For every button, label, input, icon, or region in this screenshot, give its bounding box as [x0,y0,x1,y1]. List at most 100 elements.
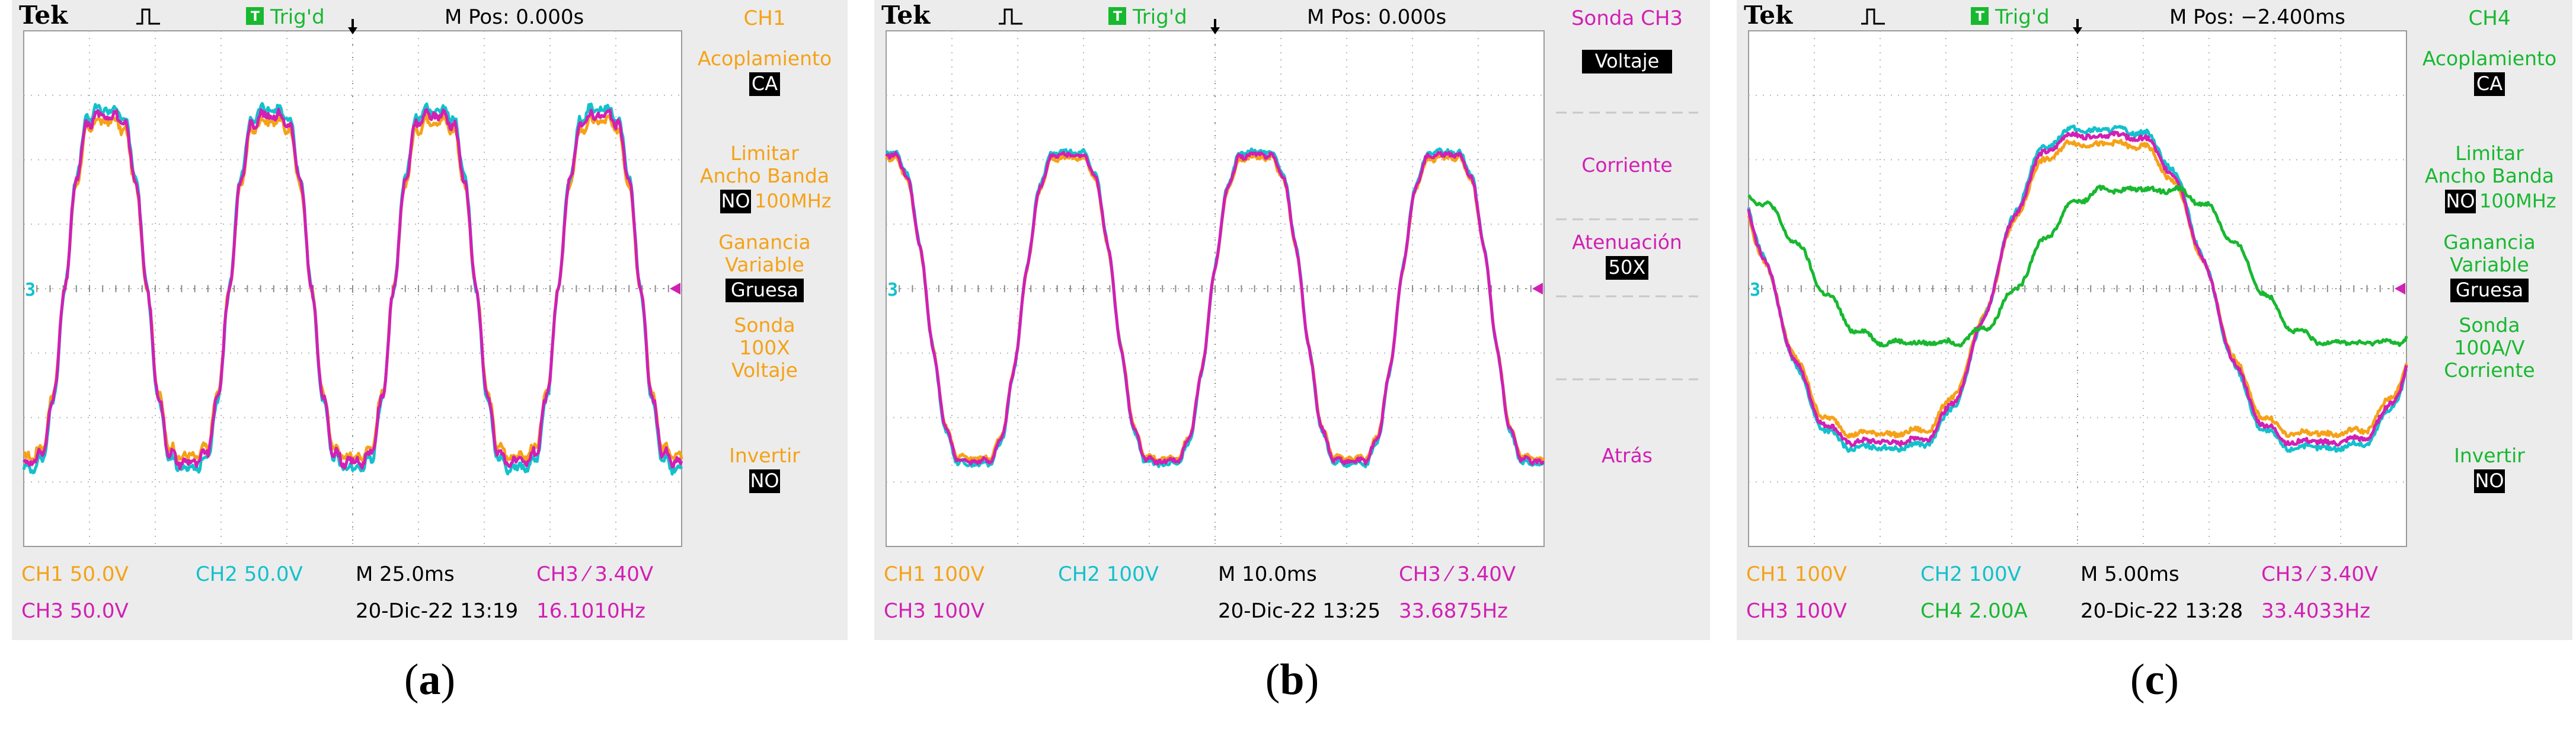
scope-panel-b: 3 Tek T Trig'd M Pos: 0.000s Sonda CH3 Voltaje… [874,0,1710,729]
menu-item: Corriente [1581,154,1672,177]
footer-readout: 33.6875Hz [1399,599,1508,623]
caption-open-c: ( [2130,656,2145,704]
trig-status: Trig'd [1132,5,1187,29]
trig-icon-letter: T [1976,9,1984,24]
scope-screen-c: 3 Tek T Trig'd M Pos: −2.400ms CH4 Acoplamient… [1737,0,2572,640]
caption-letter-c: c [2144,656,2165,704]
menu-item-value: 50X [1609,256,1646,279]
acquisition-icon [136,8,160,25]
menu-item-label: 100X [739,336,790,359]
menu-item-label: Atenuación [1572,231,1682,254]
menu-item-label: Ganancia [2443,231,2535,254]
mpos-readout: M Pos: −2.400ms [2169,5,2345,29]
caption-close-b: ) [1304,656,1319,704]
menu-item-suffix: 100MHz [755,190,832,212]
menu-title: CH1 [744,7,786,30]
ground-marker: 3 [25,280,36,300]
menu-value-box [2450,279,2529,302]
ground-marker: 3 [887,280,898,300]
footer-readout: CH3 50.0V [21,599,129,623]
scope-screen-b: 3 Tek T Trig'd M Pos: 0.000s Sonda CH3 Voltaje… [874,0,1710,640]
menu-value-box [749,469,780,493]
menu-item-value: Gruesa [2456,279,2523,301]
waveform-ch1 [1747,139,2408,439]
footer-readout: CH3 ⁄ 3.40V [1399,562,1516,586]
footer-readout: CH3 100V [884,599,985,623]
menu-title: Sonda CH3 [1571,7,1683,30]
trig-status: Trig'd [270,5,325,29]
menu-value-box [2474,469,2505,493]
menu-item-label: Sonda [2459,314,2520,337]
menu-title: CH4 [2469,7,2511,30]
menu-item-value: NO [2475,469,2504,492]
menu-item-label: Limitar [2455,142,2524,165]
brand-logo: Tek [881,1,931,30]
acquisition-icon [1861,8,1885,25]
scope-panel-c: 3 Tek T Trig'd M Pos: −2.400ms CH4 Acoplamient… [1737,0,2572,729]
footer-readout: CH1 100V [884,562,985,586]
trig-status: Trig'd [1995,5,2050,29]
footer-readout: CH1 50.0V [21,562,129,586]
footer-readout: CH1 100V [1746,562,1847,586]
trigger-level-arrow [670,283,680,295]
footer-readout: CH3 100V [1746,599,1847,623]
waveform-ch3 [23,107,683,471]
footer-readout: CH2 100V [1920,562,2021,586]
menu-item-value: NO [2446,190,2475,212]
menu-value-box [2474,72,2505,96]
trigger-position-arrow [2073,27,2082,34]
menu-item-label: Ancho Banda [700,164,829,187]
footer-readout: CH3 ⁄ 3.40V [2261,562,2378,586]
trig-status-icon [1108,7,1126,25]
footer-readout: M 25.0ms [356,562,455,586]
caption-letter-b: b [1280,656,1305,704]
menu-value-box [720,190,751,213]
waveform-ch3 [885,151,1545,466]
menu-item-label: Corriente [1581,154,1672,177]
menu-item-label: Sonda [734,314,795,337]
trigger-level-arrow [2395,283,2405,295]
menu-item: Atrás [1602,444,1653,467]
caption-letter-a: a [418,656,441,704]
menu-value-box [749,72,780,96]
menu-item-label: Corriente [2444,359,2535,382]
caption-c: (c) [1737,655,2572,705]
menu-item-label: Variable [725,253,804,276]
menu-item-label: Limitar [730,142,799,165]
waveform-ch2 [1747,124,2408,453]
menu-item-label: Voltaje [731,359,798,382]
mpos-readout: M Pos: 0.000s [445,5,584,29]
menu-value-box [2445,190,2476,213]
menu-item-label: Ancho Banda [2425,164,2554,187]
footer-readout: CH3 ⁄ 3.40V [536,562,653,586]
caption-b: (b) [874,655,1710,705]
caption-open-a: ( [404,656,419,704]
trig-status-icon [1971,7,1989,25]
ground-marker: 3 [1750,280,1760,300]
footer-readout: 33.4033Hz [2261,599,2370,623]
menu-item-value: Gruesa [731,279,798,301]
menu-value-box [726,279,804,302]
menu-item-label: Ganancia [718,231,810,254]
trigger-position-arrow [348,27,357,34]
footer-readout: 20-Dic-22 13:25 [1218,599,1380,623]
menu-item-label: Acoplamiento [698,47,832,70]
scope-panel-a: 3 Tek T Trig'd M Pos: 0.000s CH1 Acoplamiento C… [12,0,848,729]
caption-open-b: ( [1265,656,1280,704]
mpos-readout: M Pos: 0.000s [1307,5,1446,29]
trig-icon-letter: T [1113,9,1122,24]
menu-item-value: CA [752,72,778,95]
menu-item-label: 100A/V [2454,336,2525,359]
menu-item-suffix: 100MHz [2479,190,2556,212]
